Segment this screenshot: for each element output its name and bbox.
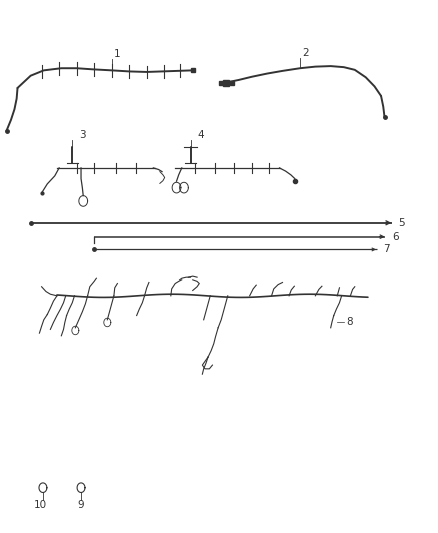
Text: 9: 9 (78, 500, 85, 510)
Text: 3: 3 (79, 130, 85, 140)
Text: 1: 1 (114, 49, 120, 59)
Text: 10: 10 (34, 500, 47, 510)
Text: 6: 6 (392, 232, 399, 241)
Text: 7: 7 (383, 245, 390, 254)
Text: 8: 8 (346, 318, 353, 327)
Text: 2: 2 (302, 47, 309, 58)
Text: 5: 5 (399, 218, 405, 228)
Text: 4: 4 (197, 130, 204, 140)
